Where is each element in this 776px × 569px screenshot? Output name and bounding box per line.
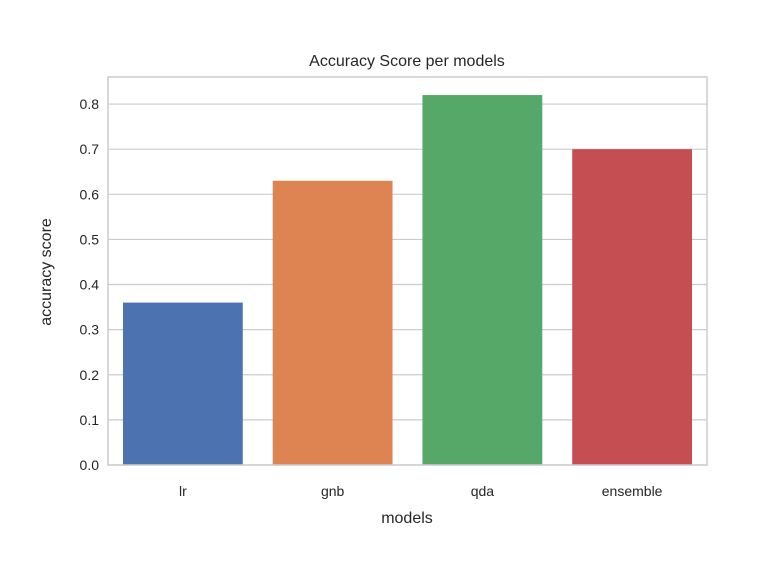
- chart-title: Accuracy Score per models: [309, 53, 505, 70]
- y-axis-label: accuracy score: [38, 218, 55, 326]
- y-tick-label: 0.5: [80, 231, 100, 247]
- y-tick-label: 0.2: [80, 367, 100, 383]
- plot-border: [107, 76, 708, 466]
- x-tick-label: ensemble: [602, 483, 663, 499]
- y-tick-label: 0.0: [80, 457, 100, 473]
- bar-gnb: [272, 180, 393, 465]
- y-tick-label: 0.4: [80, 277, 100, 293]
- y-tick-label: 0.1: [80, 412, 100, 428]
- y-tick-label: 0.8: [80, 96, 100, 112]
- bar-lr: [122, 302, 243, 465]
- y-tick-label: 0.3: [80, 322, 100, 338]
- bar-ensemble: [572, 149, 693, 466]
- x-tick-label: gnb: [321, 483, 345, 499]
- x-tick-labels: lr gnb qda ensemble: [179, 483, 663, 499]
- y-tick-labels: 0.0 0.1 0.2 0.3 0.4 0.5 0.6 0.7 0.8: [80, 96, 100, 473]
- bar-qda: [422, 95, 543, 465]
- x-tick-label: lr: [179, 483, 187, 499]
- y-tick-label: 0.6: [80, 186, 100, 202]
- y-tick-label: 0.7: [80, 141, 100, 157]
- plot-frame: [107, 76, 708, 466]
- bars: [122, 95, 693, 466]
- x-axis-label: models: [381, 510, 433, 527]
- x-tick-label: qda: [471, 483, 495, 499]
